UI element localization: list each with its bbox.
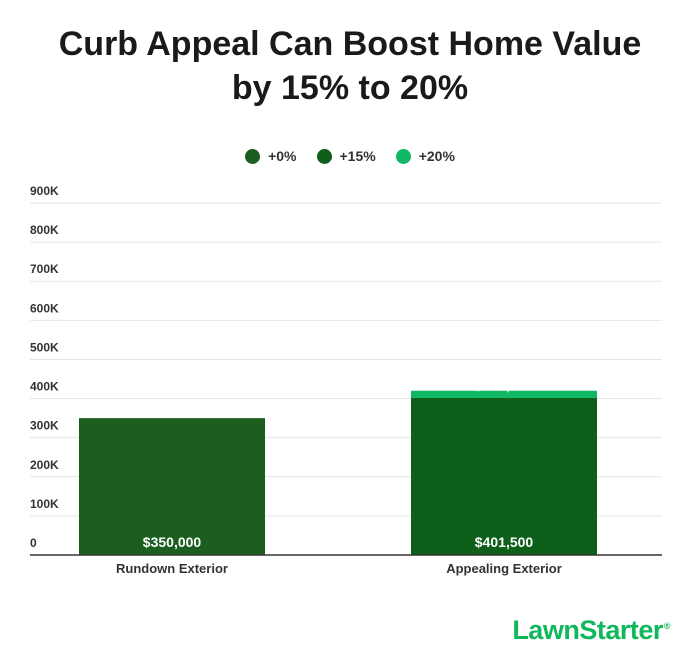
bar-chart: 0 100K 200K 300K 400K 500K 600K 700K 800K 900K Run…	[30, 184, 662, 576]
chart-title-line-2: by 15% to 20%	[231, 69, 469, 107]
y-tick-label: 600K	[30, 301, 59, 315]
y-tick-label: 400K	[30, 380, 59, 394]
data-label: $401,500	[475, 534, 534, 550]
lawnstarter-logo: LawnStarter®	[512, 615, 670, 646]
y-tick-label: 100K	[30, 497, 59, 511]
chart-title-line-1: Curb Appeal Can Boost Home Value	[58, 25, 642, 63]
y-tick-label: 900K	[30, 184, 59, 198]
logo-text: LawnStarter	[512, 615, 663, 645]
bar-rundown-exterior-0	[79, 418, 265, 555]
x-tick-label: Rundown Exterior	[116, 561, 228, 576]
y-tick-label: 500K	[30, 340, 59, 354]
chart-title: Curb Appeal Can Boost Home Value by 15% …	[0, 22, 700, 110]
legend-item-0: +0%	[245, 148, 297, 164]
legend-item-1: +15%	[316, 148, 376, 164]
legend-swatch-0	[245, 148, 261, 164]
data-label: $350,000	[143, 534, 202, 550]
y-tick-label: 800K	[30, 223, 59, 237]
y-tick-label: 200K	[30, 458, 59, 472]
legend-item-2: +20%	[395, 148, 455, 164]
y-tick-label: 700K	[30, 262, 59, 276]
y-tick-label: 0	[30, 536, 37, 550]
bar-appealing-exterior-2	[411, 390, 597, 398]
x-tick-label: Appealing Exterior	[446, 561, 562, 576]
bar-appealing-exterior-1	[411, 397, 597, 555]
legend-swatch-1	[316, 148, 332, 164]
legend-label-1: +15%	[339, 148, 376, 164]
legend: +0% +15% +20%	[0, 148, 700, 164]
data-label: $420,000	[475, 377, 534, 393]
y-tick-label: 300K	[30, 419, 59, 433]
registered-mark: ®	[663, 621, 671, 631]
legend-swatch-2	[395, 148, 411, 164]
legend-label-2: +20%	[418, 148, 455, 164]
legend-label-0: +0%	[268, 148, 297, 164]
